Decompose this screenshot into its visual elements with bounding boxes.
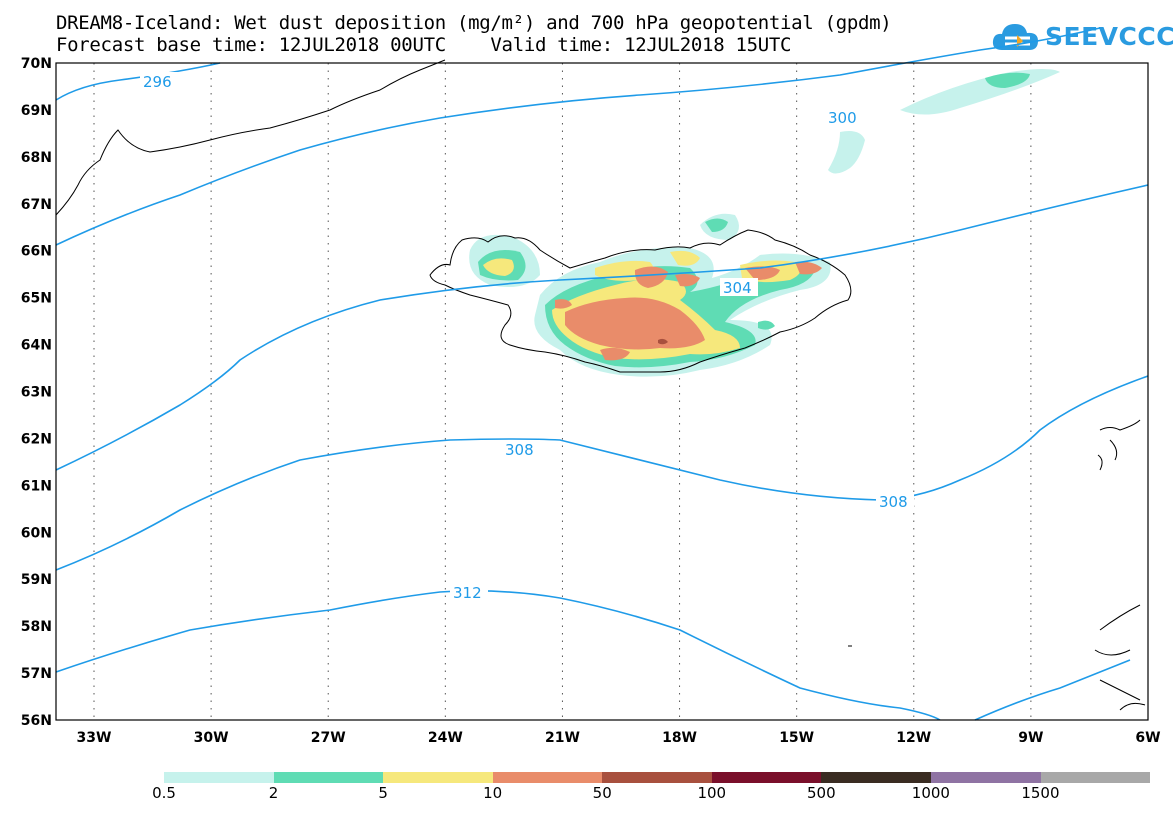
lat-label: 63N: [21, 385, 52, 401]
seevccc-logo: SEEVCCC: [990, 16, 1175, 56]
colorbar: [164, 772, 1151, 783]
colorbar-segment: [383, 772, 493, 783]
colorbar-label: 1500: [1021, 784, 1060, 802]
lat-label: 69N: [21, 103, 52, 119]
colorbar-segment: [164, 772, 274, 783]
lat-label: 60N: [21, 525, 52, 541]
lon-label: 30W: [194, 730, 229, 746]
colorbar-label: 2: [268, 784, 279, 802]
lon-label: 15W: [779, 730, 814, 746]
lon-label: 21W: [545, 730, 580, 746]
contour-label: 296: [143, 73, 172, 91]
contour-labels: 296 300 304 308 308 312: [140, 72, 914, 602]
longitude-labels: 33W 30W 27W 24W 21W 18W 15W 12W 9W 6W: [77, 730, 1161, 746]
colorbar-segment: [492, 772, 603, 783]
contour-label: 312: [453, 584, 482, 602]
lon-label: 27W: [311, 730, 346, 746]
lat-label: 56N: [21, 713, 52, 729]
contour-label: 300: [828, 109, 857, 127]
lon-label: 9W: [1018, 730, 1043, 746]
colorbar-segment: [711, 772, 822, 783]
map-subtitle: Forecast base time: 12JUL2018 00UTC Vali…: [56, 34, 792, 56]
lon-label: 33W: [77, 730, 112, 746]
coastlines: [55, 59, 1146, 711]
lat-label: 58N: [21, 619, 52, 635]
colorbar-label: 100: [697, 784, 727, 802]
latitude-labels: 70N 69N 68N 67N 66N 65N 64N 63N 62N 61N 60N 59N 58N 5…: [21, 56, 52, 729]
lat-label: 68N: [21, 150, 52, 166]
colorbar-label: 5: [378, 784, 388, 802]
lat-label: 62N: [21, 431, 52, 447]
colorbar-label: 50: [592, 784, 612, 802]
lon-label: 18W: [662, 730, 697, 746]
geopotential-contours: [55, 27, 1149, 721]
colorbar-segment: [273, 772, 384, 783]
map-title: DREAM8-Iceland: Wet dust deposition (mg/…: [56, 12, 892, 34]
map-frame: [55, 62, 1149, 721]
logo-text: SEEVCCC: [1045, 22, 1175, 51]
lat-label: 57N: [21, 666, 52, 682]
colorbar-segment: [1040, 772, 1151, 783]
colorbar-segment: [821, 772, 931, 783]
lon-label: 6W: [1135, 730, 1160, 746]
colorbar-segment: [930, 772, 1041, 783]
colorbar-label: 10: [483, 784, 503, 802]
lat-label: 61N: [21, 478, 52, 494]
lat-label: 70N: [21, 56, 52, 72]
lon-label: 12W: [896, 730, 931, 746]
lat-label: 67N: [21, 197, 52, 213]
grid-lines: [93, 63, 1032, 720]
dust-deposition-field: [469, 69, 1060, 377]
contour-label: 308: [505, 441, 534, 459]
colorbar-label: 500: [807, 784, 836, 802]
lon-label: 24W: [428, 730, 463, 746]
contour-label: 304: [723, 279, 752, 297]
lat-label: 64N: [21, 338, 52, 354]
lat-label: 66N: [21, 244, 52, 260]
lat-label: 65N: [21, 291, 52, 307]
contour-label: 308: [879, 493, 908, 511]
colorbar-label: 0.5: [152, 784, 176, 802]
colorbar-label: 1000: [911, 784, 950, 802]
lat-label: 59N: [21, 572, 52, 588]
colorbar-segment: [602, 772, 712, 783]
